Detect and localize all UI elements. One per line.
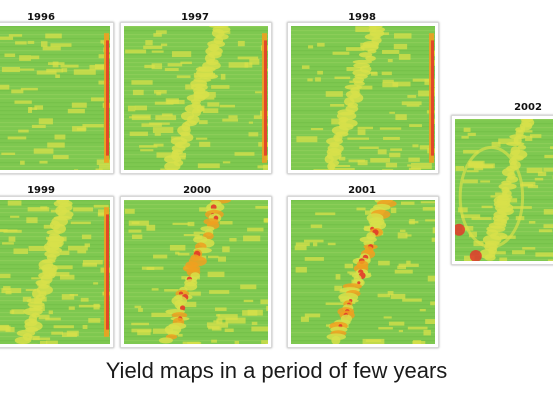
yield-map bbox=[120, 196, 272, 348]
yield-map-image bbox=[124, 26, 268, 170]
yield-map bbox=[0, 22, 114, 174]
yield-map-image bbox=[0, 200, 110, 344]
yield-map-image bbox=[291, 200, 435, 344]
year-label: 1998 bbox=[348, 12, 376, 23]
year-label: 2002 bbox=[514, 102, 542, 113]
yield-map-image bbox=[124, 200, 268, 344]
yield-map bbox=[287, 22, 439, 174]
year-label: 1997 bbox=[181, 12, 209, 23]
yield-map bbox=[0, 196, 114, 348]
yield-map-image bbox=[0, 26, 110, 170]
year-label: 2000 bbox=[183, 185, 211, 196]
year-label: 2001 bbox=[348, 185, 376, 196]
figure-caption: Yield maps in a period of few years bbox=[105, 358, 448, 383]
year-label: 1996 bbox=[27, 12, 55, 23]
yield-map bbox=[451, 115, 553, 265]
yield-map bbox=[120, 22, 272, 174]
yield-map-image bbox=[455, 119, 553, 261]
year-label: 1999 bbox=[27, 185, 55, 196]
yield-map-image bbox=[291, 26, 435, 170]
yield-map bbox=[287, 196, 439, 348]
